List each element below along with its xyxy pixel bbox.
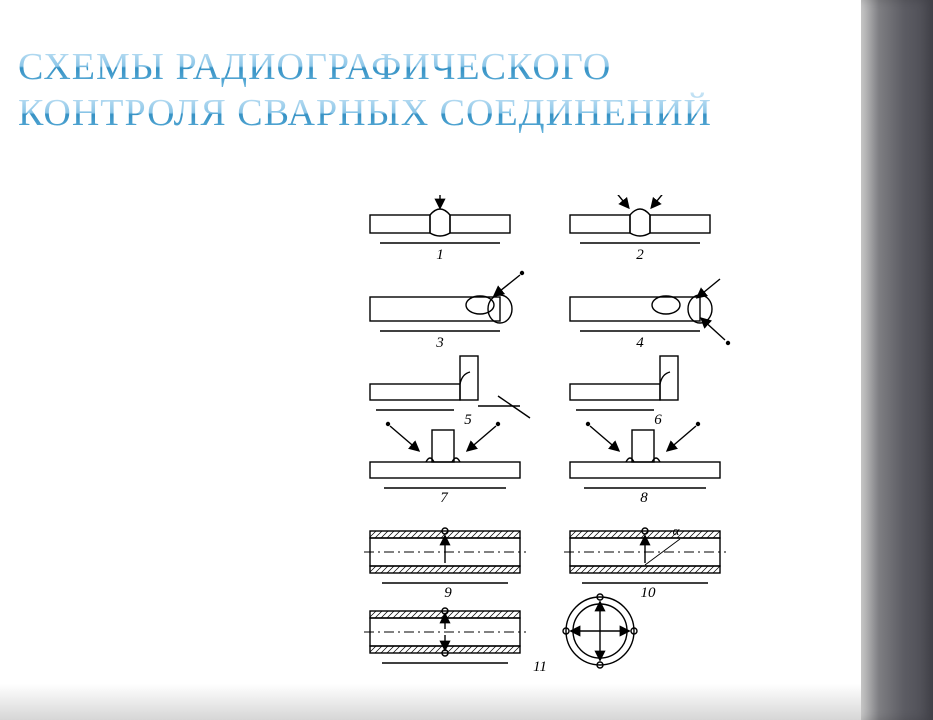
svg-text:5: 5: [464, 412, 472, 428]
title-line-1: СХЕМЫ РАДИОГРАФИЧЕСКОГО: [18, 44, 843, 90]
slide-title: СХЕМЫ РАДИОГРАФИЧЕСКОГО КОНТРОЛЯ СВАРНЫХ…: [18, 44, 843, 137]
slide: СХЕМЫ РАДИОГРАФИЧЕСКОГО КОНТРОЛЯ СВАРНЫХ…: [0, 0, 933, 720]
svg-text:6: 6: [654, 412, 662, 428]
svg-text:4: 4: [636, 335, 644, 351]
svg-text:2: 2: [636, 247, 644, 263]
svg-text:9: 9: [444, 585, 452, 601]
svg-text:1: 1: [436, 247, 444, 263]
svg-text:3: 3: [435, 335, 444, 351]
diagram-schematics: 1 2 3 4 5 6 7 8 9 α 10 11: [350, 195, 790, 705]
svg-text:10: 10: [641, 585, 657, 601]
svg-text:11: 11: [533, 659, 547, 675]
decor-right-bar: [861, 0, 933, 720]
diagram-svg: 1 2 3 4 5 6 7 8 9 α 10 11: [350, 195, 790, 705]
svg-text:8: 8: [640, 490, 648, 506]
svg-text:α: α: [673, 523, 681, 538]
title-line-2: КОНТРОЛЯ СВАРНЫХ СОЕДИНЕНИЙ: [18, 90, 843, 136]
svg-text:7: 7: [440, 490, 449, 506]
